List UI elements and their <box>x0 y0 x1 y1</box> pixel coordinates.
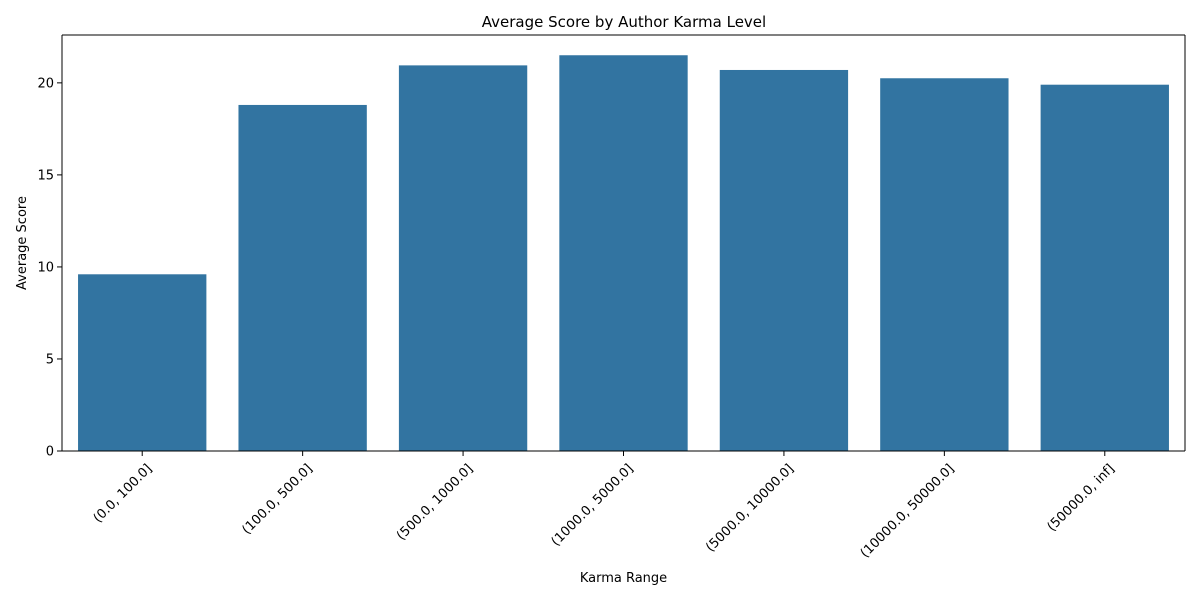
y-tick-label: 15 <box>37 168 54 183</box>
x-tick-label: (5000.0, 10000.0] <box>703 461 797 555</box>
x-tick-label: (10000.0, 50000.0] <box>858 461 958 561</box>
y-tick-label: 20 <box>37 76 54 91</box>
bar <box>398 65 528 452</box>
x-tick-label: (100.0, 500.0] <box>239 461 315 537</box>
chart-title: Average Score by Author Karma Level <box>482 13 766 31</box>
x-tick-label: (50000.0, inf] <box>1045 461 1118 534</box>
y-tick-label: 10 <box>37 260 54 275</box>
bar <box>719 69 849 451</box>
bars-group <box>78 55 1169 452</box>
y-tick-label: 0 <box>46 445 54 460</box>
x-tick-label: (1000.0, 5000.0] <box>549 461 637 549</box>
y-axis-label: Average Score <box>15 196 30 290</box>
x-tick-label: (0.0, 100.0] <box>91 461 156 526</box>
y-tick-label: 5 <box>46 352 54 367</box>
y-axis: 0 5 10 15 20 <box>37 76 62 460</box>
bar <box>78 274 207 451</box>
x-tick-label: (500.0, 1000.0] <box>394 461 476 543</box>
bar <box>880 78 1009 451</box>
bar <box>238 104 367 451</box>
x-axis-label: Karma Range <box>580 571 667 586</box>
bar <box>1040 84 1169 452</box>
x-axis: (0.0, 100.0] (100.0, 500.0] (500.0, 1000.0… <box>91 451 1118 561</box>
bar <box>559 55 688 451</box>
